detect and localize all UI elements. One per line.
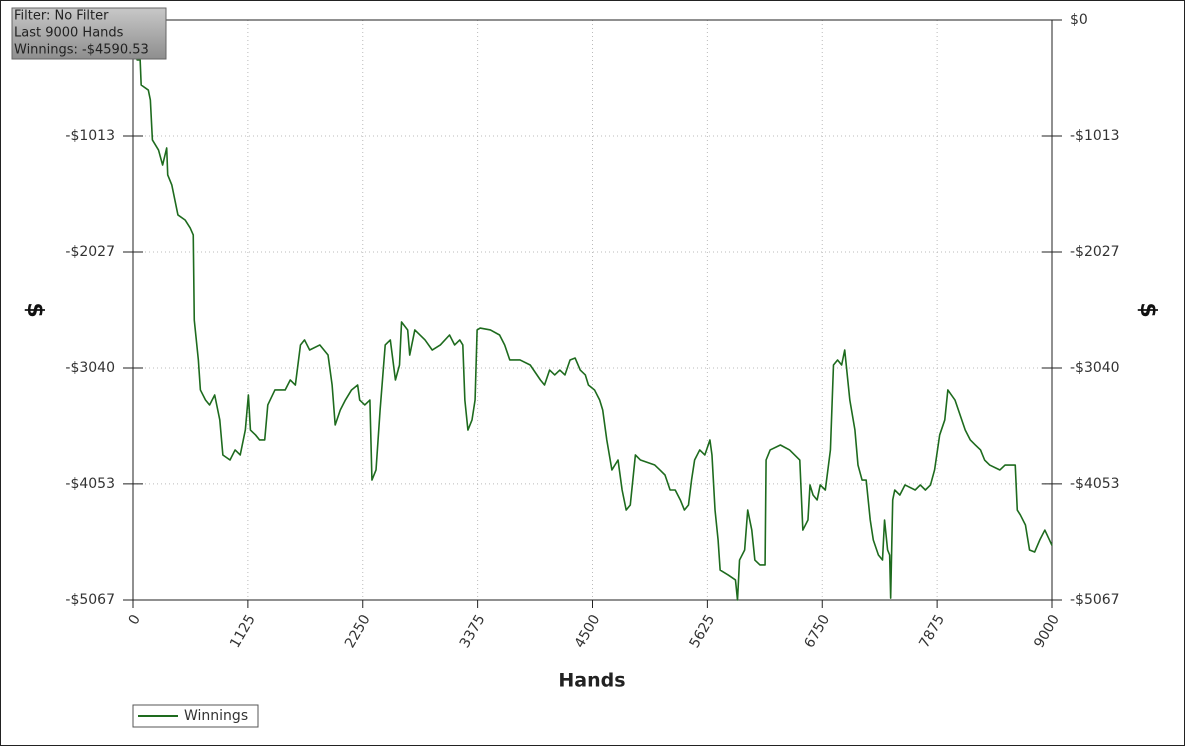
info-line: Winnings: -$4590.53 (14, 43, 149, 58)
y2-axis-label: $ (1135, 302, 1160, 317)
y2-tick-label: -$5067 (1070, 592, 1120, 608)
y2-tick-label: $0 (1070, 12, 1088, 28)
y2-tick-label: -$1013 (1070, 128, 1120, 144)
y2-tick-label: -$3040 (1070, 360, 1120, 376)
legend-label: Winnings (184, 708, 248, 724)
y-tick-label: -$2027 (65, 244, 115, 260)
y-tick-label: -$3040 (65, 360, 115, 376)
y-tick-label: -$4053 (65, 476, 115, 492)
x-axis-label: Hands (558, 670, 625, 692)
info-box (11, 7, 167, 60)
legend (132, 704, 259, 728)
info-line: Filter: No Filter (14, 9, 109, 24)
y-axis-label: $ (22, 302, 47, 317)
y-tick-label: -$5067 (65, 592, 115, 608)
line (132, 19, 1053, 601)
info-line: Last 9000 Hands (14, 26, 124, 41)
y2-tick-label: -$4053 (1070, 476, 1120, 492)
y2-tick-label: -$2027 (1070, 244, 1120, 260)
y-tick-label: -$1013 (65, 128, 115, 144)
